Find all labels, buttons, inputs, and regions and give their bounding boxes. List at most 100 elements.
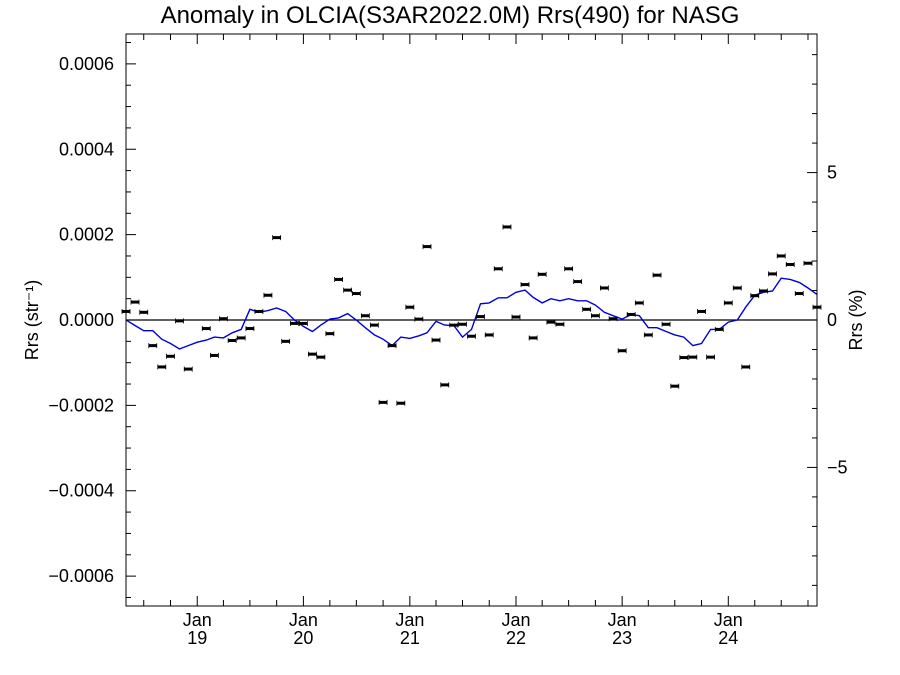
y-tick-label: 0.0004	[59, 139, 114, 159]
point-bar	[440, 383, 449, 387]
data-point	[600, 285, 609, 291]
point-bar	[272, 236, 281, 240]
point-bar	[697, 309, 706, 313]
point-bar	[573, 280, 582, 284]
data-point	[634, 300, 644, 306]
data-point	[360, 313, 370, 319]
point-bar	[184, 367, 193, 371]
data-point	[440, 382, 450, 388]
data-point	[272, 235, 282, 241]
data-point	[130, 299, 140, 305]
y-tick-label: −0.0004	[48, 481, 114, 501]
point-bar	[653, 273, 662, 277]
point-bar	[157, 365, 166, 369]
data-point	[289, 320, 299, 326]
x-tick-month-label: Jan	[608, 610, 637, 630]
data-point	[679, 355, 689, 361]
point-bar	[706, 355, 715, 359]
data-point	[201, 326, 211, 332]
point-bar	[502, 225, 511, 229]
point-bar	[316, 355, 325, 359]
data-point	[697, 308, 706, 314]
x-tick-month-label: Jan	[714, 610, 743, 630]
point-bar	[405, 305, 414, 309]
data-point	[254, 308, 264, 314]
x-tick-year-label: 23	[612, 628, 632, 648]
data-point	[661, 321, 671, 327]
data-point	[590, 313, 600, 319]
data-point	[502, 224, 512, 230]
data-point	[467, 333, 476, 339]
point-bar	[449, 323, 458, 327]
point-bar	[795, 292, 804, 296]
point-bar	[768, 272, 777, 276]
data-point	[308, 351, 317, 357]
point-bar	[263, 293, 272, 297]
point-bar	[281, 339, 290, 343]
data-point	[652, 272, 662, 278]
data-point	[396, 400, 406, 406]
data-point	[555, 321, 565, 327]
chart-title: Anomaly in OLCIA(S3AR2022.0M) Rrs(490) f…	[160, 2, 740, 29]
point-bar	[370, 323, 379, 327]
data-point	[741, 364, 751, 370]
x-tick-month-label: Jan	[183, 610, 212, 630]
point-bar	[148, 344, 157, 348]
data-point	[768, 271, 777, 277]
point-bar	[237, 336, 246, 340]
point-bar	[582, 307, 591, 311]
data-point	[458, 321, 467, 327]
point-bar	[591, 314, 600, 318]
point-bar	[423, 245, 432, 249]
data-point	[484, 332, 494, 338]
data-point	[245, 326, 255, 332]
x-tick-year-label: 24	[718, 628, 738, 648]
point-bar	[627, 312, 636, 316]
point-bar	[210, 353, 219, 357]
point-bar	[352, 292, 361, 296]
point-bar	[467, 334, 476, 338]
data-point	[325, 331, 335, 337]
y-tick-label: −0.0002	[48, 395, 114, 415]
data-point	[236, 335, 246, 341]
data-point	[227, 337, 237, 343]
data-point	[157, 364, 167, 370]
axis-labels: 0.0006 0.0004 0.0002 0.0000 −0.0002 −0.0004 −0…	[22, 54, 866, 648]
data-point	[449, 322, 459, 328]
data-point	[776, 253, 786, 259]
point-bar	[219, 317, 228, 321]
point-bar	[777, 254, 786, 258]
y-right-tick-label: −5	[827, 457, 848, 477]
point-bar	[564, 267, 573, 271]
data-point	[670, 383, 680, 389]
anomaly-line	[125, 277, 818, 350]
point-bar	[724, 301, 733, 305]
point-bar	[166, 354, 175, 358]
data-point	[166, 353, 175, 359]
data-point	[139, 309, 149, 315]
data-point	[511, 314, 521, 320]
point-bar	[254, 309, 263, 313]
data-point	[422, 244, 432, 250]
data-point	[476, 314, 485, 320]
data-point	[493, 266, 503, 272]
data-point	[732, 285, 742, 291]
point-bar	[644, 333, 653, 337]
data-point	[546, 319, 556, 325]
data-point	[785, 262, 795, 268]
point-bar	[245, 327, 254, 331]
data-point	[378, 399, 388, 405]
data-point	[148, 343, 158, 349]
point-bar	[538, 272, 547, 276]
point-bar	[609, 317, 618, 321]
data-point	[263, 292, 273, 298]
point-bar	[635, 301, 644, 305]
x-tick-year-label: 22	[506, 628, 526, 648]
data-point	[714, 326, 724, 332]
point-bar	[228, 338, 237, 342]
data-point	[626, 311, 636, 317]
point-bar	[290, 321, 299, 325]
data-point	[414, 316, 424, 322]
point-bar	[715, 327, 724, 331]
